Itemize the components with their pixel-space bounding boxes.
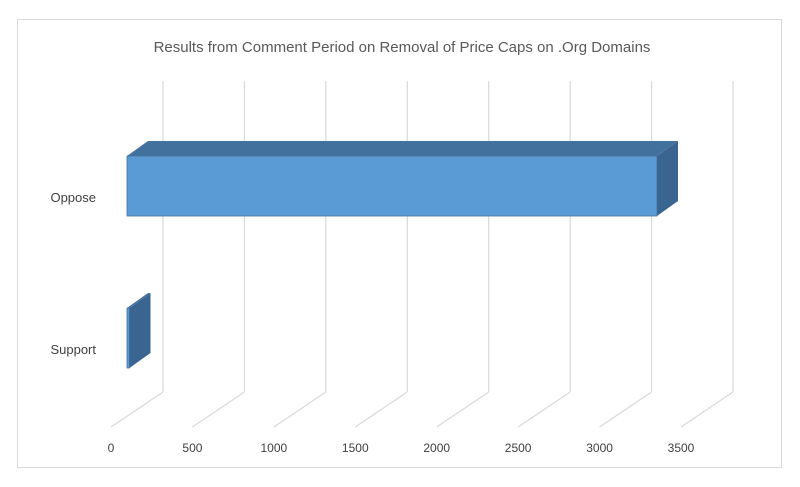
bar-side-face [657, 141, 678, 216]
bar-top-face [127, 141, 678, 156]
gridline-floor [192, 391, 245, 428]
gridline-floor [110, 391, 164, 428]
gridline-floor [680, 391, 734, 428]
x-tick-label: 1000 [261, 441, 288, 455]
x-tick-label: 3000 [586, 441, 613, 455]
category-label-oppose: Oppose [50, 190, 96, 205]
x-tick-label: 2500 [505, 441, 532, 455]
gridline-floor [354, 391, 408, 428]
chart-title: Results from Comment Period on Removal o… [154, 39, 651, 56]
bar-side-face [129, 293, 151, 368]
x-tick-label: 500 [182, 441, 202, 455]
gridline-floor [599, 391, 652, 428]
x-tick-label: 1500 [342, 441, 369, 455]
y-axis-categories: Oppose Support [50, 190, 96, 357]
gridline-floor [436, 391, 490, 428]
x-tick-label: 2000 [423, 441, 450, 455]
gridlines [110, 81, 734, 428]
gridline-floor [273, 391, 327, 428]
x-axis-ticks: 0 500 1000 1500 2000 2500 3000 3500 [108, 441, 695, 455]
bar-front [126, 155, 658, 217]
bar-front [126, 307, 130, 369]
x-tick-label: 0 [108, 441, 115, 455]
bars [126, 141, 678, 369]
gridline-floor [517, 391, 571, 428]
bar-top-face [127, 293, 151, 308]
x-tick-label: 3500 [668, 441, 695, 455]
bar-oppose [126, 141, 678, 217]
category-label-support: Support [50, 342, 96, 357]
bar-support [126, 293, 151, 369]
chart-frame [17, 19, 782, 468]
